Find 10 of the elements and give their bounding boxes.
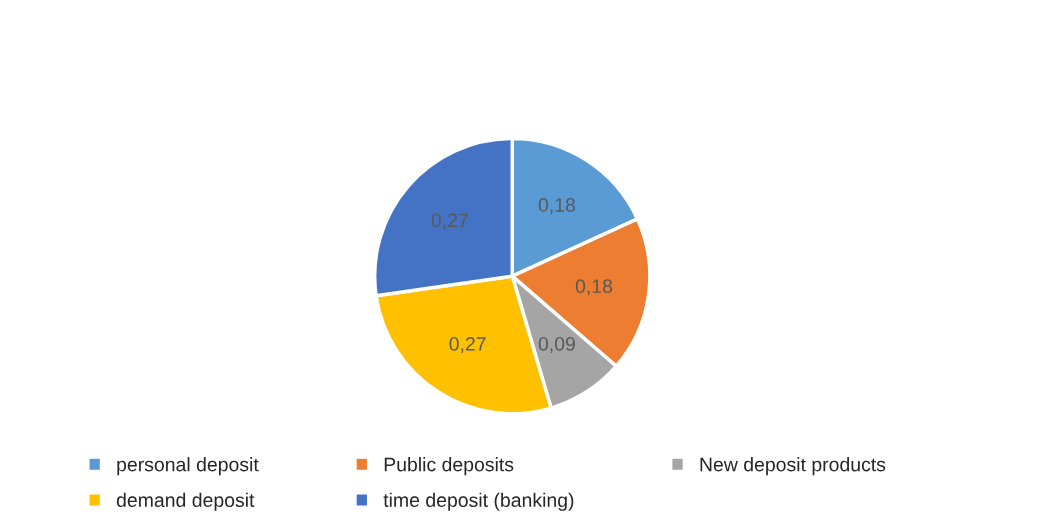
- legend-label: personal deposit: [117, 457, 259, 476]
- legend-label: Public deposits: [384, 457, 514, 476]
- legend-label: New deposit products: [700, 457, 886, 476]
- data-label: 0,18: [575, 279, 613, 296]
- data-label: 0,27: [449, 336, 486, 354]
- data-label: 0,27: [431, 213, 468, 230]
- legend-label: demand deposit: [116, 492, 255, 511]
- data-label: 0,18: [538, 198, 575, 215]
- data-label: 0,09: [538, 336, 575, 354]
- legend-label: time deposit (banking): [383, 492, 574, 511]
